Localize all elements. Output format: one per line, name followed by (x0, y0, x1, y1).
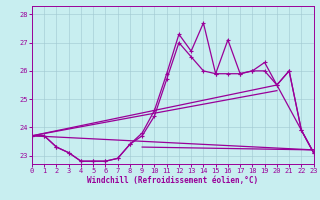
X-axis label: Windchill (Refroidissement éolien,°C): Windchill (Refroidissement éolien,°C) (87, 176, 258, 185)
